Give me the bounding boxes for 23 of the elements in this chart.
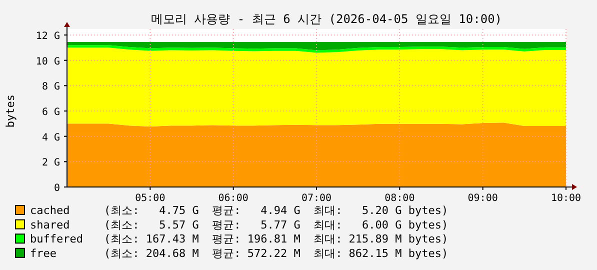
x-tick-label: 06:00 — [218, 193, 248, 204]
text: (최소: 4.75 G 평균: 4.94 G 최대: 5.20 G bytes) — [104, 204, 448, 217]
x-tick-label: 05:00 — [135, 193, 166, 204]
legend-label: shared — [30, 218, 70, 232]
legend-label: buffered — [30, 232, 83, 246]
legend-label: free — [30, 246, 56, 260]
legend-label: cached — [30, 204, 70, 217]
y-tick-label: 10 G — [36, 56, 60, 68]
y-tick-label: 4 G — [42, 132, 60, 144]
y-tick-label: 2 G — [42, 158, 60, 169]
x-tick-label: 07:00 — [301, 193, 332, 204]
text: (최소: 5.57 G 평균: 5.77 G 최대: 6.00 G bytes) — [104, 218, 448, 232]
y-tick-label: 0 — [54, 183, 60, 194]
text: (최소: 204.68 M 평균: 572.22 M 최대: 862.15 M bytes) — [104, 246, 448, 260]
y-tick-label: 12 G — [36, 31, 60, 42]
chart-title: 메모리 사용량 - 최근 6 시간 (2026-04-05 일요일 10:00) — [150, 12, 502, 26]
x-tick-label: 08:00 — [384, 193, 415, 204]
text: (최소: 167.43 M 평균: 196.81 M 최대: 215.89 M bytes) — [104, 232, 448, 246]
x-tick-label: 09:00 — [468, 193, 498, 204]
y-tick-label: 6 G — [42, 107, 60, 118]
y-tick-label: 8 G — [42, 82, 60, 93]
y-axis-title: bytes — [4, 94, 17, 128]
x-tick-label: 10:00 — [550, 193, 582, 204]
